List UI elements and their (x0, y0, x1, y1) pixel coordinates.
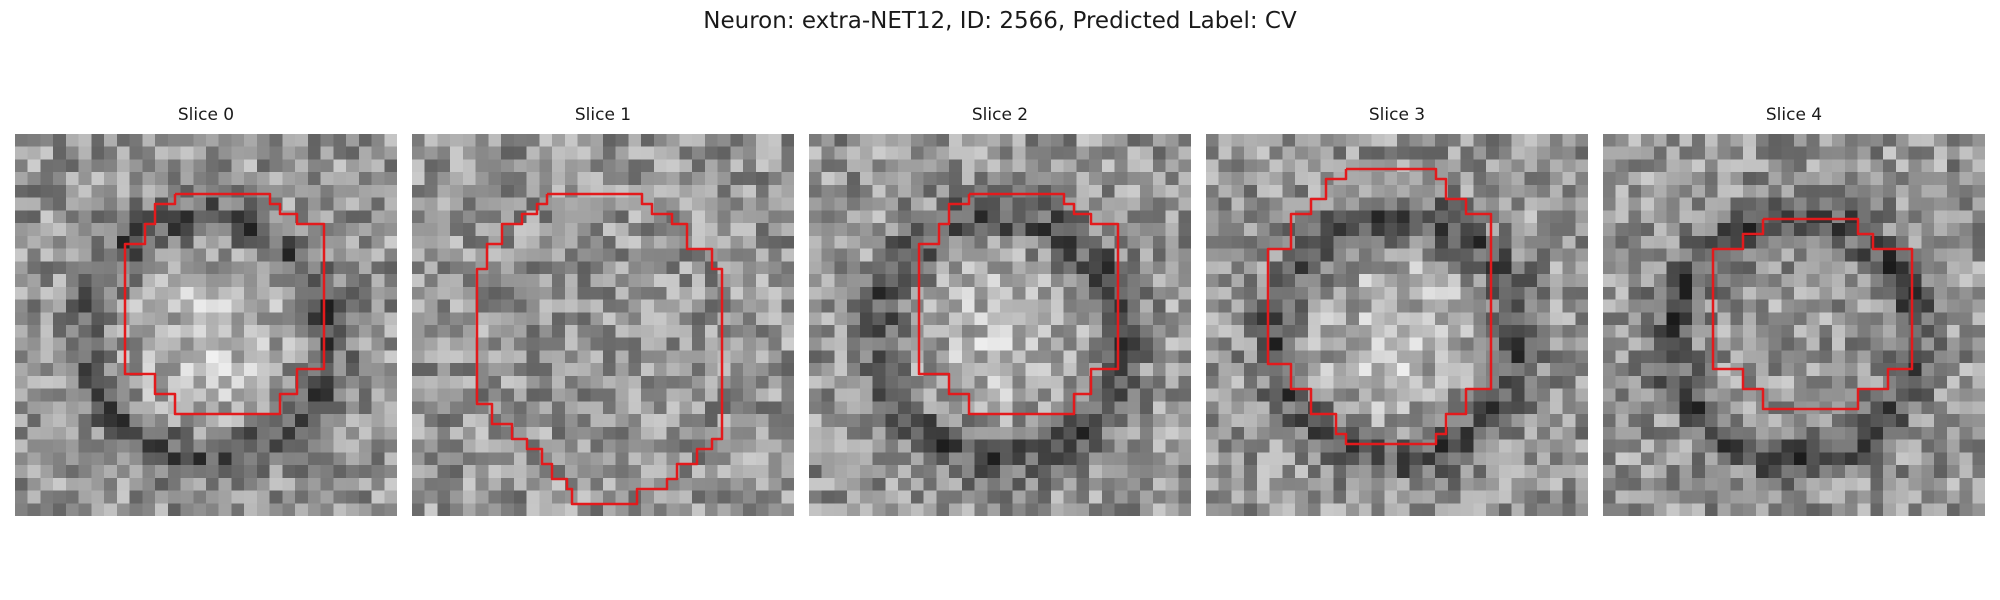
segmentation-contour (1266, 167, 1493, 446)
segmentation-contour (475, 192, 724, 506)
segmentation-overlay (917, 192, 1120, 416)
slice-title: Slice 4 (1765, 105, 1823, 125)
slice-title: Slice 3 (1368, 105, 1426, 125)
slice-panel-3: Slice 3 (1206, 105, 1588, 516)
slice-panel-2: Slice 2 (809, 105, 1191, 516)
grayscale-image (809, 134, 1191, 516)
grayscale-image (1206, 134, 1588, 516)
slice-image (15, 134, 397, 516)
grayscale-image (1603, 134, 1985, 516)
slice-panel-0: Slice 0 (15, 105, 397, 516)
figure-title: Neuron: extra-NET12, ID: 2566, Predicted… (703, 8, 1297, 34)
slice-panel-1: Slice 1 (412, 105, 794, 516)
slice-image (1603, 134, 1985, 516)
slice-title: Slice 2 (971, 105, 1029, 125)
slice-title: Slice 0 (177, 105, 235, 125)
slice-title: Slice 1 (574, 105, 632, 125)
slice-image (412, 134, 794, 516)
segmentation-overlay (1711, 217, 1914, 411)
segmentation-overlay (123, 192, 326, 416)
segmentation-overlay (475, 192, 724, 506)
segmentation-contour (917, 192, 1120, 416)
segmentation-contour (123, 192, 326, 416)
grayscale-image (412, 134, 794, 516)
slice-image (1206, 134, 1588, 516)
slice-image (809, 134, 1191, 516)
segmentation-overlay (1266, 167, 1493, 446)
slice-panel-4: Slice 4 (1603, 105, 1985, 516)
grayscale-image (15, 134, 397, 516)
segmentation-contour (1711, 217, 1914, 411)
